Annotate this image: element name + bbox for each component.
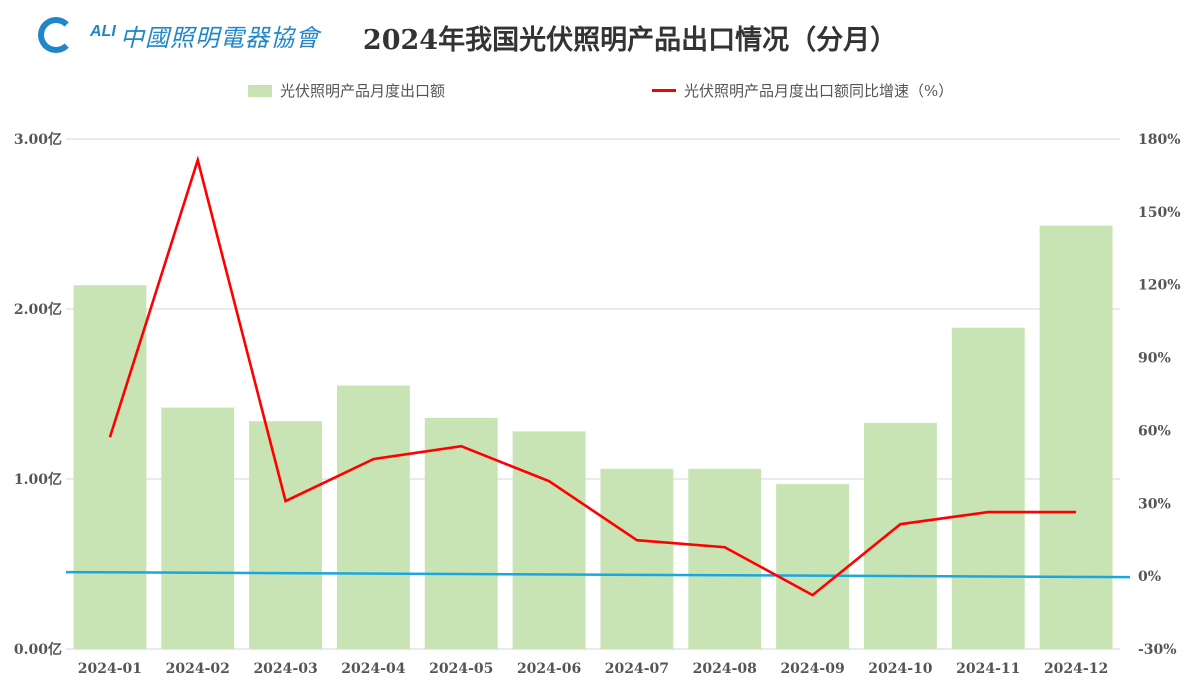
bar[interactable] [336,385,410,650]
bar[interactable] [73,285,147,649]
left-tick-label: 3.00亿 [14,131,62,148]
x-tick-label: 2024-11 [956,661,1020,677]
bar[interactable] [1039,225,1113,649]
right-tick-label: -30% [1138,642,1177,658]
line-series [108,155,1077,597]
right-tick-label: 90% [1138,351,1171,367]
bar[interactable] [424,417,498,649]
bar[interactable] [512,431,586,649]
right-tick-label: 30% [1138,496,1171,512]
logo: ALI 中國照明電器協會 [38,14,320,56]
x-tick-label: 2024-12 [1044,661,1108,677]
bar[interactable] [600,468,674,649]
right-tick-label: 180% [1138,132,1181,148]
left-tick-label: 2.00亿 [14,301,62,318]
bar[interactable] [863,422,937,649]
bar-series [73,225,1113,650]
bar[interactable] [951,327,1025,649]
legend-label-bar: 光伏照明产品月度出口额 [280,82,446,100]
right-tick-label: 150% [1138,205,1181,221]
x-tick-label: 2024-06 [517,661,581,677]
x-tick-label: 2024-01 [78,661,142,677]
legend-label-line: 光伏照明产品月度出口额同比增速（%） [684,82,954,100]
logo-text: 中國照明電器協會 [120,23,320,52]
left-tick-label: 1.00亿 [14,471,62,488]
gridlines [66,138,1120,650]
right-tick-label: 120% [1138,278,1181,294]
x-tick-label: 2024-10 [868,661,933,677]
x-tick-label: 2024-07 [605,661,669,677]
x-tick-label: 2024-04 [341,661,406,677]
logo-abbr: ALI [90,23,116,40]
bar[interactable] [249,421,323,649]
bar-swatch-icon [248,84,272,97]
x-tick-label: 2024-05 [429,661,493,677]
legend-item-bar[interactable]: 光伏照明产品月度出口额 [248,80,445,101]
x-tick-label: 2024-02 [166,661,230,677]
x-tick-label: 2024-08 [693,661,757,677]
chart-title: 2024年我国光伏照明产品出口情况（分月） [362,25,898,56]
left-axis: 0.00亿 1.00亿 2.00亿 3.00亿 [14,131,62,658]
bar[interactable] [688,468,762,649]
right-tick-label: 60% [1138,423,1171,439]
left-tick-label: 0.00亿 [14,641,62,658]
line-swatch-icon [652,89,676,92]
zero-line [65,570,1131,579]
growth-line[interactable] [108,155,1077,597]
zero-reference-line [65,570,1131,579]
x-axis: 2024-01 2024-02 2024-03 2024-04 2024-05 2024-… [78,661,1108,677]
logo-ring-icon [38,17,74,53]
x-tick-label: 2024-03 [253,661,317,677]
bar[interactable] [161,407,235,649]
bar[interactable] [776,484,850,649]
x-tick-label: 2024-09 [780,661,844,677]
legend-item-line[interactable]: 光伏照明产品月度出口额同比增速（%） [652,80,953,101]
right-tick-label: 0% [1138,569,1161,585]
right-axis: -30% 0% 30% 60% 90% 120% 150% 180% [1138,132,1181,658]
